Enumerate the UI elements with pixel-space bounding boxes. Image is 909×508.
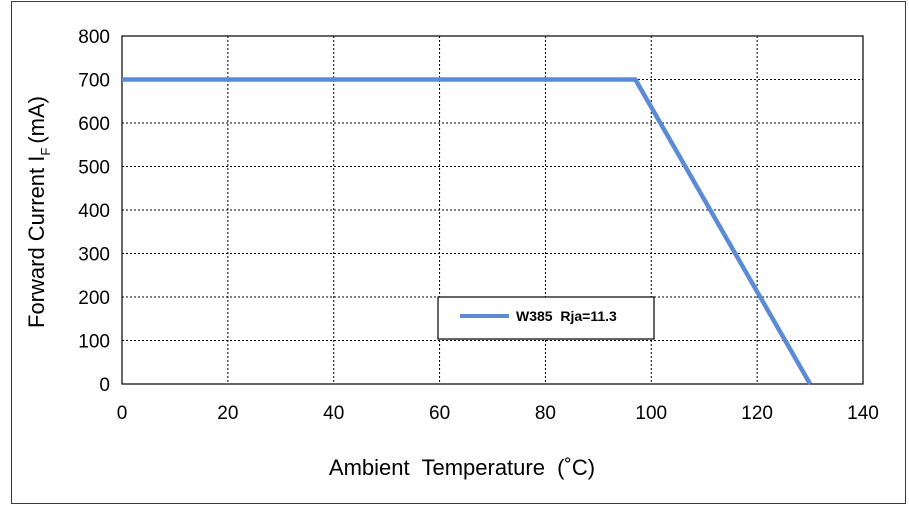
y-tick-label: 500 — [78, 158, 110, 179]
series-line — [122, 77, 813, 386]
y-tick-label: 400 — [78, 201, 110, 222]
x-tick-label: 0 — [117, 403, 128, 424]
y-tick-label: 600 — [78, 114, 110, 135]
y-tick-labels: 0 100 200 300 400 500 600 700 800 — [78, 27, 110, 396]
y-axis-title-main: Forward Current I — [24, 156, 49, 328]
x-tick-label: 100 — [635, 403, 667, 424]
series-layer — [122, 77, 813, 386]
x-tick-label: 60 — [429, 403, 450, 424]
y-axis-title: Forward Current IF (mA) — [24, 96, 53, 328]
x-tick-label: 140 — [847, 403, 879, 424]
y-tick-label: 700 — [78, 71, 110, 92]
legend: W385 Rja=11.3 — [437, 296, 655, 340]
y-tick-label: 800 — [78, 27, 110, 48]
y-axis-title-subscript: F — [38, 148, 53, 156]
x-tick-label: 80 — [535, 403, 556, 424]
x-axis-title: Ambient Temperature (˚C) — [329, 455, 595, 480]
y-tick-label: 300 — [78, 245, 110, 266]
legend-label: W385 Rja=11.3 — [516, 308, 617, 324]
x-tick-labels: 0 20 40 60 80 100 120 140 — [117, 403, 879, 424]
y-tick-label: 100 — [78, 332, 110, 353]
plot-area — [121, 35, 864, 385]
y-tick-label: 0 — [99, 375, 110, 396]
x-tick-label: 120 — [741, 403, 773, 424]
y-tick-label: 200 — [78, 288, 110, 309]
gridlines — [122, 36, 863, 384]
x-tick-label: 40 — [323, 403, 344, 424]
y-axis-title-unit: (mA) — [24, 96, 49, 144]
x-tick-label: 20 — [217, 403, 238, 424]
